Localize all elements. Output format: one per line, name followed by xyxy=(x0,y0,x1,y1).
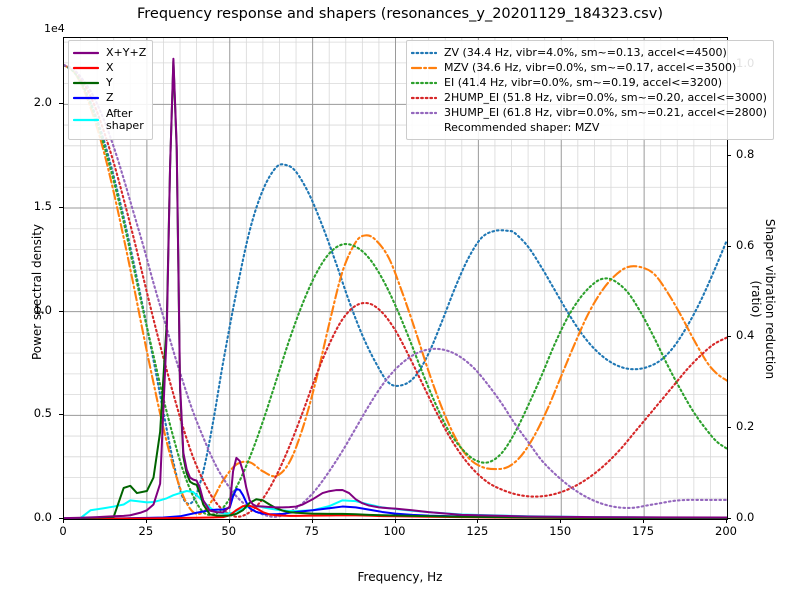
y-tick-mark-left xyxy=(59,518,63,519)
legend-item-after-shaper[interactable]: After shaper xyxy=(73,105,146,135)
psd-curve-z xyxy=(64,487,727,519)
y-tick-mark-left xyxy=(59,414,63,416)
x-tick-mark xyxy=(643,519,645,523)
y-tick-right: 0.8 xyxy=(736,146,755,161)
x-tick-mark xyxy=(394,519,396,523)
x-tick: 25 xyxy=(138,524,154,538)
psd-curve-y xyxy=(64,59,727,519)
legend-label: X xyxy=(106,60,114,74)
y-tick-mark-right xyxy=(727,154,731,156)
x-tick: 75 xyxy=(304,524,319,538)
legend-label: X+Y+Z xyxy=(106,45,147,59)
chart-canvas xyxy=(64,38,727,519)
legend-item-zv[interactable]: ZV (34.4 Hz, vibr=4.0%, sm~=0.13, accel<… xyxy=(411,45,767,60)
y-tick-mark-left xyxy=(59,103,63,105)
legend-swatch-icon xyxy=(73,62,99,74)
x-tick: 0 xyxy=(59,524,67,538)
y-tick-mark-left xyxy=(59,310,63,312)
legend-swatch-icon xyxy=(411,62,437,74)
legend-label: Z xyxy=(106,90,114,104)
y-tick-right: 0.4 xyxy=(736,328,755,343)
shaper-curve-2hump_ei xyxy=(64,64,727,518)
y-tick-mark-right xyxy=(727,336,731,338)
legend-label: MZV (34.6 Hz, vibr=0.0%, sm~=0.17, accel… xyxy=(444,60,737,74)
legend-swatch-icon xyxy=(73,77,99,89)
legend-item-2hump_ei[interactable]: 2HUMP_EI (51.8 Hz, vibr=0.0%, sm~=0.20, … xyxy=(411,90,767,105)
legend-label: After shaper xyxy=(106,107,144,132)
x-tick-mark xyxy=(63,519,64,523)
y-tick-mark-right xyxy=(727,245,731,247)
psd-curve-x-y-z xyxy=(64,57,727,519)
legend-label: ZV (34.4 Hz, vibr=4.0%, sm~=0.13, accel<… xyxy=(444,45,727,59)
y-tick-right: 0.6 xyxy=(736,237,755,252)
x-tick: 50 xyxy=(221,524,237,538)
legend-swatch-icon xyxy=(73,114,99,126)
x-axis-label: Frequency, Hz xyxy=(357,570,443,584)
x-tick: 200 xyxy=(715,524,737,538)
page-title: Frequency response and shapers (resonanc… xyxy=(137,6,663,22)
x-tick-mark xyxy=(726,519,727,523)
y-tick-left: 1.0 xyxy=(33,302,52,317)
legend-swatch-icon xyxy=(73,92,99,104)
legend-label: Y xyxy=(106,75,113,89)
x-tick: 100 xyxy=(383,524,406,538)
legend-swatch-icon xyxy=(73,47,99,59)
y-tick-left: 0.0 xyxy=(33,510,52,524)
y-axis-label-right: Shaper vibration reduction (ratio) xyxy=(749,218,777,380)
y-tick-left: 0.5 xyxy=(33,406,52,421)
x-tick-mark xyxy=(311,519,313,523)
y-tick-right: 0.0 xyxy=(736,510,755,524)
x-tick: 175 xyxy=(632,524,655,538)
y-axis-label-left: Power spectral density xyxy=(30,223,44,361)
legend-item-ei[interactable]: EI (41.4 Hz, vibr=0.0%, sm~=0.19, accel<… xyxy=(411,75,767,90)
legend-swatch-icon xyxy=(411,47,437,59)
legend-swatch-icon xyxy=(411,92,437,104)
x-tick-mark xyxy=(560,519,562,523)
y-tick-mark-right xyxy=(727,427,731,429)
legend-label: 2HUMP_EI (51.8 Hz, vibr=0.0%, sm~=0.20, … xyxy=(444,90,767,104)
x-tick-mark xyxy=(228,519,230,523)
legend-item-mzv[interactable]: MZV (34.6 Hz, vibr=0.0%, sm~=0.17, accel… xyxy=(411,60,767,75)
x-tick-mark xyxy=(145,519,147,523)
recommended-shaper-note: Recommended shaper: MZV xyxy=(444,121,600,134)
x-tick: 150 xyxy=(549,524,572,538)
x-tick-mark xyxy=(477,519,479,523)
y-tick-mark-left xyxy=(59,207,63,208)
y-tick-left: 2.0 xyxy=(33,95,52,110)
shaper-curve-3hump_ei xyxy=(64,64,727,518)
legend-label: EI (41.4 Hz, vibr=0.0%, sm~=0.19, accel<… xyxy=(444,75,722,89)
legend-item-x[interactable]: X xyxy=(73,60,146,75)
legend-item-3hump_ei[interactable]: 3HUMP_EI (61.8 Hz, vibr=0.0%, sm~=0.21, … xyxy=(411,105,767,120)
y-axis-offset-label: 1e4 xyxy=(44,22,65,35)
y-tick-left: 1.5 xyxy=(33,199,52,213)
y-tick-mark-right xyxy=(727,518,731,519)
legend-swatch-icon xyxy=(411,77,437,89)
y-tick-right: 0.2 xyxy=(736,419,755,434)
shaper-curve-zv xyxy=(64,64,727,505)
x-tick: 125 xyxy=(466,524,489,538)
legend-swatch-icon xyxy=(411,107,437,119)
legend-shapers: ZV (34.4 Hz, vibr=4.0%, sm~=0.13, accel<… xyxy=(406,40,774,140)
legend-item-x-y-z[interactable]: X+Y+Z xyxy=(73,45,146,60)
legend-item-y[interactable]: Y xyxy=(73,75,146,90)
shaper-curve-mzv xyxy=(64,64,727,516)
legend-item-z[interactable]: Z xyxy=(73,90,146,105)
legend-psd: X+Y+Z X Y Z After shaper xyxy=(68,40,154,140)
legend-label: 3HUMP_EI (61.8 Hz, vibr=0.0%, sm~=0.21, … xyxy=(444,105,767,119)
